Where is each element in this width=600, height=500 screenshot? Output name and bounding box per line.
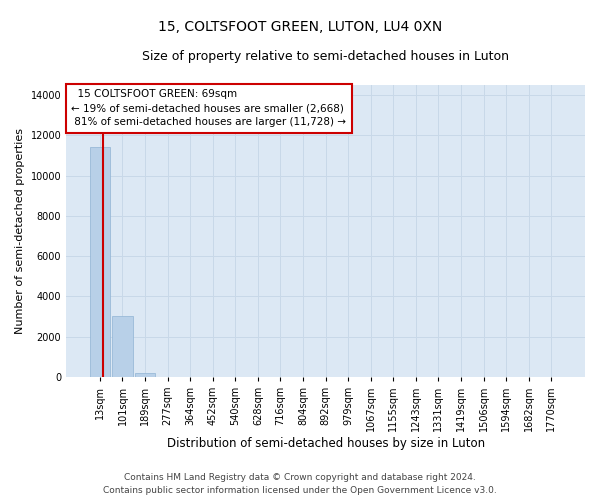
- Text: Contains HM Land Registry data © Crown copyright and database right 2024.
Contai: Contains HM Land Registry data © Crown c…: [103, 474, 497, 495]
- Y-axis label: Number of semi-detached properties: Number of semi-detached properties: [15, 128, 25, 334]
- Title: Size of property relative to semi-detached houses in Luton: Size of property relative to semi-detach…: [142, 50, 509, 63]
- Bar: [90, 148, 110, 377]
- Bar: [112, 316, 133, 377]
- Bar: [135, 373, 155, 377]
- Text: 15 COLTSFOOT GREEN: 69sqm
← 19% of semi-detached houses are smaller (2,668)
 81%: 15 COLTSFOOT GREEN: 69sqm ← 19% of semi-…: [71, 90, 346, 128]
- Text: 15, COLTSFOOT GREEN, LUTON, LU4 0XN: 15, COLTSFOOT GREEN, LUTON, LU4 0XN: [158, 20, 442, 34]
- X-axis label: Distribution of semi-detached houses by size in Luton: Distribution of semi-detached houses by …: [167, 437, 485, 450]
